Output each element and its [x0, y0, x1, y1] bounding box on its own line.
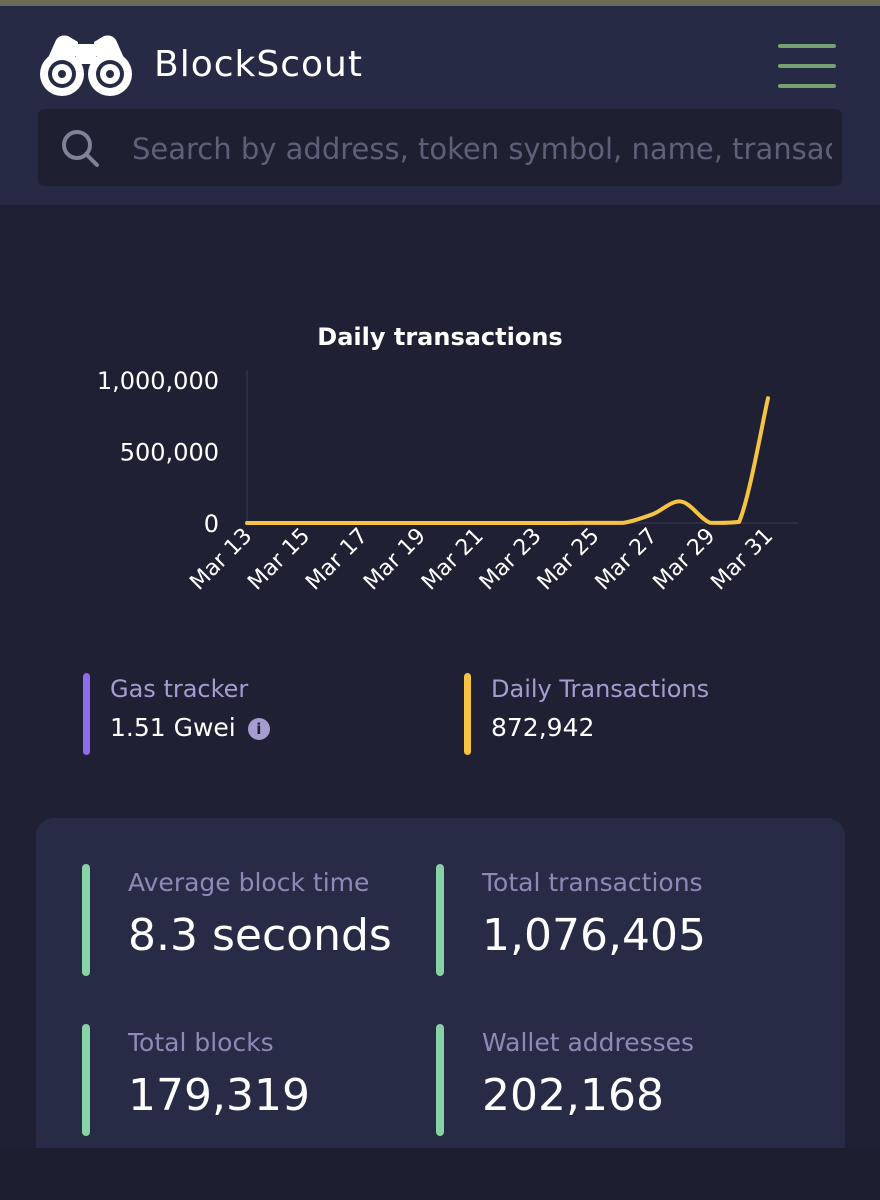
stats-card: Average block time 8.3 seconds Total tra…	[36, 818, 845, 1158]
stat-bar	[436, 1024, 444, 1136]
chart-title: Daily transactions	[317, 323, 563, 351]
gas-price: 1.51 Gwei	[110, 713, 236, 742]
stat-value: 1,076,405	[482, 910, 706, 961]
stat-label: Total blocks	[128, 1028, 274, 1057]
gas-tracker-value: 1.51 Gwei i	[110, 713, 270, 742]
stat-label: Wallet addresses	[482, 1028, 695, 1057]
gas-tracker: Gas tracker 1.51 Gwei i	[83, 673, 403, 755]
x-tick-label: Mar 21	[417, 524, 489, 596]
brand-name[interactable]: BlockScout	[154, 44, 363, 85]
info-icon[interactable]: i	[247, 718, 270, 740]
stat-value: 202,168	[482, 1070, 664, 1121]
y-tick-label: 0	[204, 510, 219, 538]
daily-transactions-label: Daily Transactions	[491, 675, 710, 703]
daily-transactions-bar	[464, 673, 471, 755]
stat-label: Average block time	[128, 868, 370, 897]
x-tick-label: Mar 13	[185, 524, 257, 596]
gas-tracker-label: Gas tracker	[110, 675, 249, 703]
stat-bar	[436, 864, 444, 976]
bottom-band	[0, 1148, 880, 1200]
x-tick-label: Mar 27	[591, 524, 663, 596]
y-tick-label: 500,000	[120, 439, 219, 467]
x-tick-label: Mar 29	[649, 524, 721, 596]
gas-tracker-bar	[83, 673, 90, 755]
daily-transactions-value: 872,942	[491, 713, 595, 742]
x-tick-label: Mar 25	[533, 524, 605, 596]
y-tick-label: 1,000,000	[97, 367, 219, 395]
x-tick-label: Mar 17	[301, 524, 373, 596]
top-strip	[0, 0, 880, 6]
series-line	[245, 396, 770, 525]
search-bar[interactable]	[38, 109, 842, 186]
stat-value: 8.3 seconds	[128, 910, 392, 961]
stat-bar	[82, 864, 90, 976]
daily-transactions-chart: Daily transactions 0 500,000 1,000,000 Mar …	[0, 215, 880, 665]
x-tick-label: Mar 31	[706, 524, 778, 596]
hamburger-menu-icon[interactable]	[778, 42, 838, 92]
stat-label: Total transactions	[482, 868, 703, 897]
header: BlockScout	[0, 6, 880, 205]
search-input[interactable]	[130, 109, 834, 186]
stat-value: 179,319	[128, 1070, 310, 1121]
x-tick-label: Mar 23	[475, 524, 547, 596]
x-tick-label: Mar 15	[243, 524, 315, 596]
daily-transactions-stat: Daily Transactions 872,942	[464, 673, 794, 755]
search-icon[interactable]	[60, 128, 100, 168]
x-tick-label: Mar 19	[359, 524, 431, 596]
stat-bar	[82, 1024, 90, 1136]
binoculars-icon[interactable]	[38, 34, 134, 98]
